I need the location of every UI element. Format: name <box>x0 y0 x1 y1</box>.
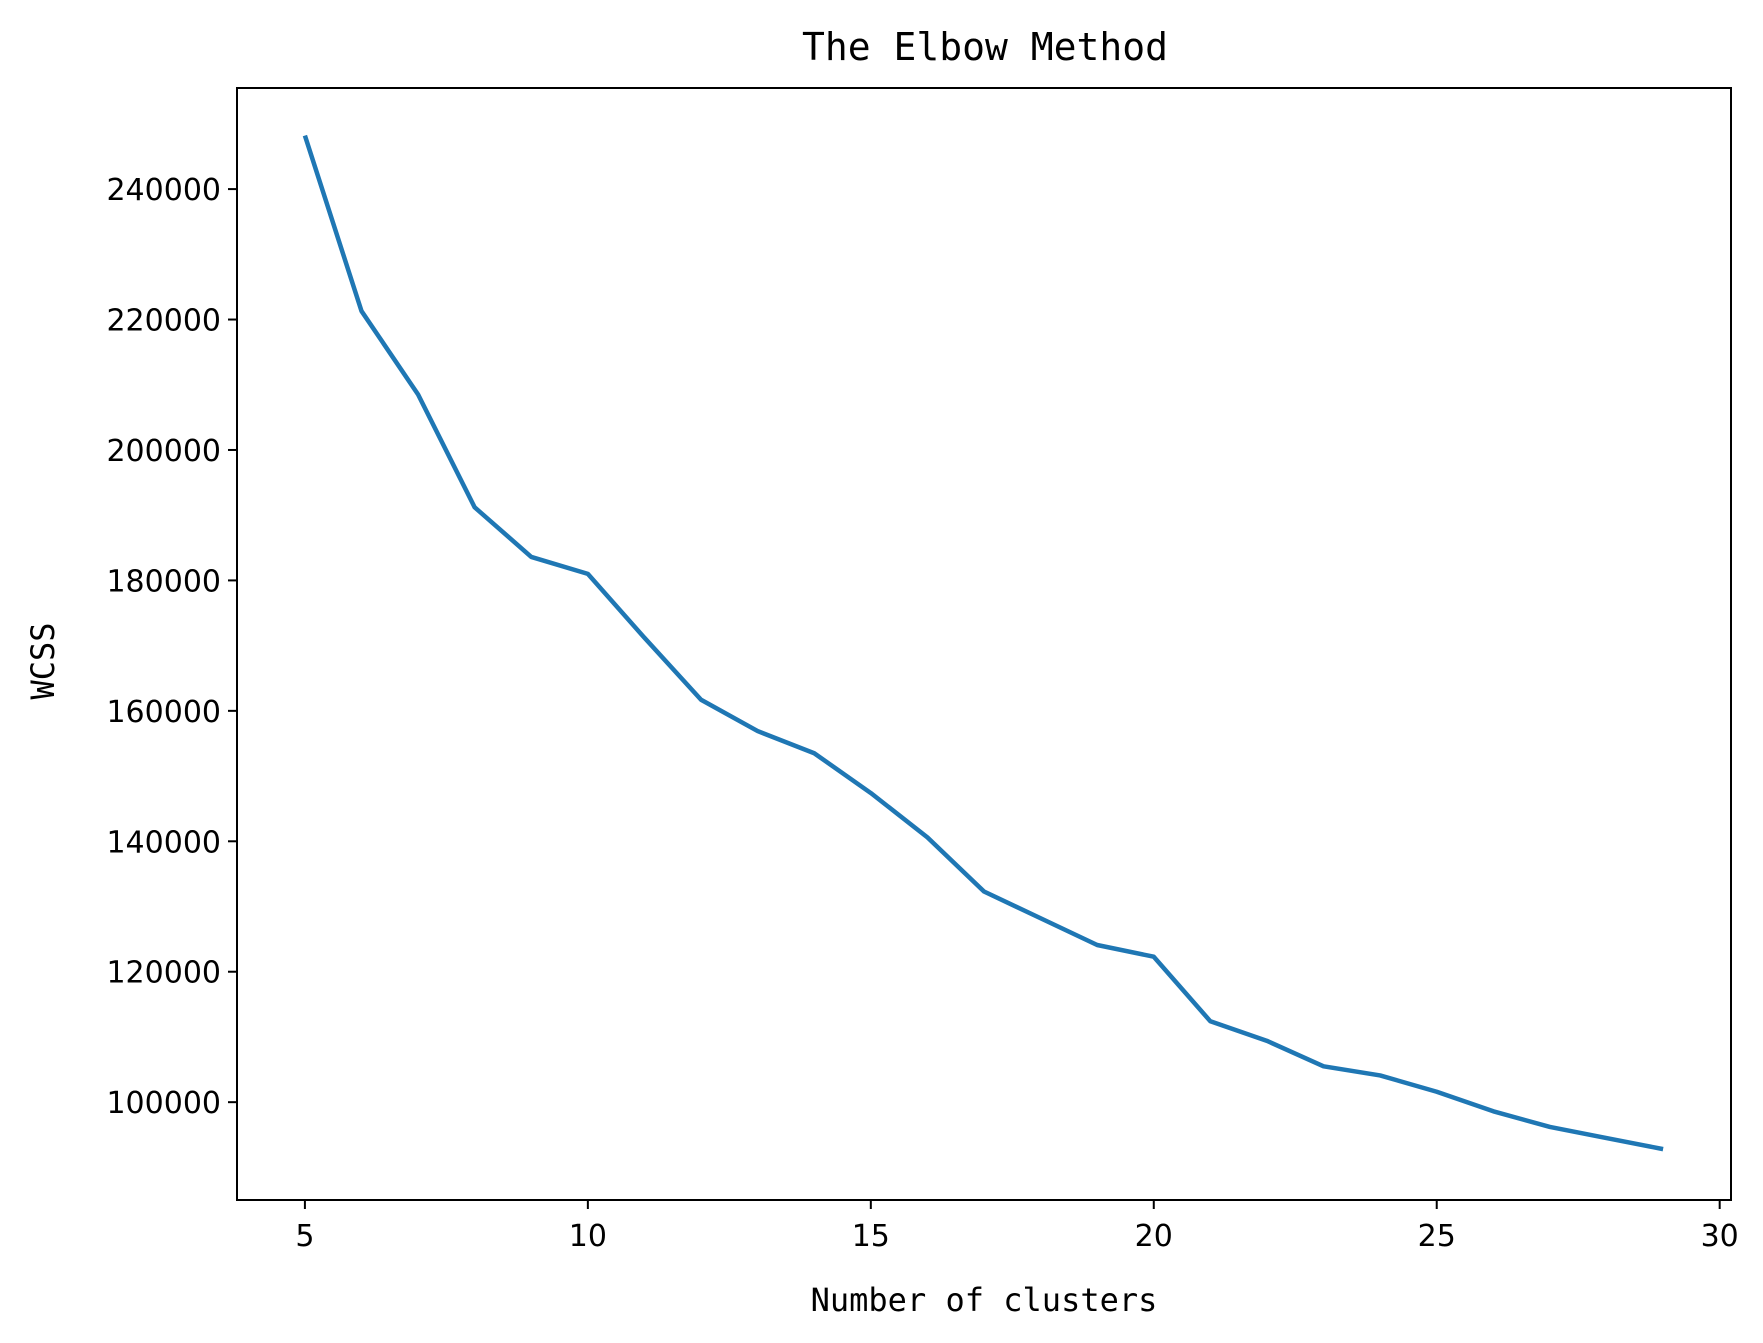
y-axis-ticks: 100000 120000 140000 160000 180000 200000 2200… <box>106 173 237 1121</box>
y-tick-label: 180000 <box>106 564 221 599</box>
plot-area <box>236 87 1732 1201</box>
y-tick-label: 140000 <box>106 825 221 860</box>
y-tick-label: 200000 <box>106 434 221 469</box>
y-tick-label: 160000 <box>106 695 221 730</box>
x-tick-label: 20 <box>1135 1219 1173 1254</box>
y-tick-label: 220000 <box>106 304 221 339</box>
plot-frame <box>236 87 1732 1201</box>
x-tick-label: 25 <box>1418 1219 1456 1254</box>
y-axis-title: WCSS <box>24 622 62 699</box>
x-tick-label: 30 <box>1701 1219 1739 1254</box>
chart-title: The Elbow Method <box>802 25 1168 69</box>
x-tick-label: 5 <box>295 1219 314 1254</box>
y-tick-label: 120000 <box>106 956 221 991</box>
x-axis-title: Number of clusters <box>811 1281 1158 1319</box>
x-axis-ticks: 5 10 15 20 25 30 <box>295 1200 1739 1254</box>
x-tick-label: 10 <box>569 1219 607 1254</box>
x-tick-label: 15 <box>852 1219 890 1254</box>
y-tick-label: 100000 <box>106 1086 221 1121</box>
series-line-wcss <box>302 134 1664 1152</box>
y-tick-label: 240000 <box>106 173 221 208</box>
